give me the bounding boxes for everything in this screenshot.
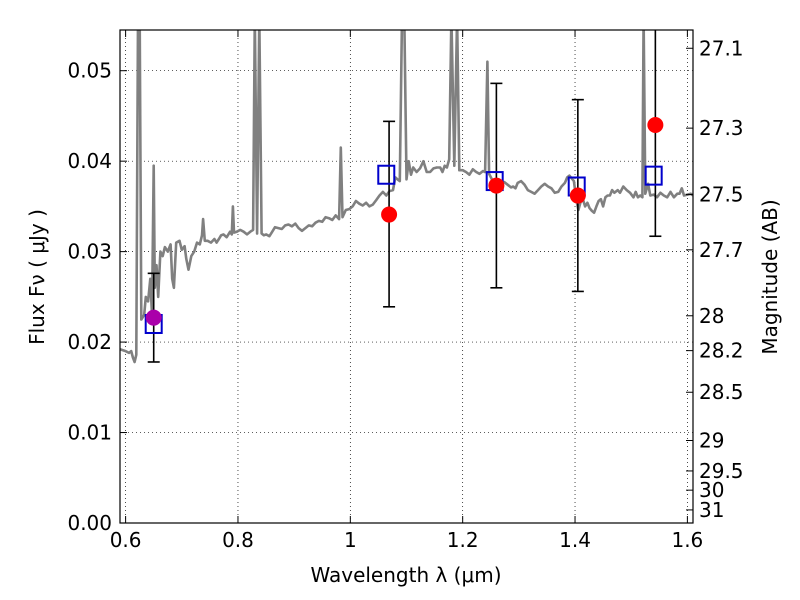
x-tick-label: 1.6 bbox=[671, 528, 703, 552]
y-tick-label: 0.04 bbox=[67, 149, 112, 173]
y-axis-label: Flux Fν ( μJy ) bbox=[25, 209, 49, 345]
x-axis-label: Wavelength λ (μm) bbox=[310, 563, 501, 587]
mag-tick-label: 27.5 bbox=[699, 183, 744, 207]
y-tick-label: 0.01 bbox=[67, 421, 112, 445]
mag-tick-label: 27.7 bbox=[699, 238, 744, 262]
mag-tick-label: 27.3 bbox=[699, 116, 744, 140]
y-tick-label: 0.05 bbox=[67, 59, 112, 83]
model-photometry-square bbox=[644, 165, 663, 186]
right-axis-label: Magnitude (AB) bbox=[758, 199, 782, 354]
observed-photometry-point bbox=[145, 309, 162, 326]
mag-tick-label: 28 bbox=[699, 304, 724, 328]
observed-photometry-point bbox=[569, 187, 586, 204]
x-tick-label: 1 bbox=[344, 528, 357, 552]
y-tick-label: 0.02 bbox=[67, 330, 112, 354]
x-tick-label: 1.2 bbox=[447, 528, 479, 552]
mag-tick-label: 30 bbox=[699, 478, 724, 502]
x-tick-label: 0.8 bbox=[222, 528, 254, 552]
plot-frame bbox=[119, 29, 694, 524]
model-photometry-square bbox=[377, 164, 396, 185]
x-tick-label: 1.4 bbox=[559, 528, 591, 552]
model-spectrum-line bbox=[120, 30, 693, 364]
plot-data bbox=[120, 30, 693, 364]
axis-ticks: 0.6 0.8 1 1.2 1.4 1.6 0.00 0.01 0.02 0.03 0.04 0.05… bbox=[67, 30, 744, 552]
mag-tick-label: 27.1 bbox=[699, 36, 744, 60]
x-tick-label: 0.6 bbox=[110, 528, 142, 552]
mag-tick-label: 31 bbox=[699, 498, 724, 522]
mag-tick-label: 29.5 bbox=[699, 459, 744, 483]
y-tick-label: 0.03 bbox=[67, 240, 112, 264]
mag-tick-label: 29 bbox=[699, 429, 724, 453]
observed-photometry-point bbox=[488, 177, 505, 194]
observed-photometry-point bbox=[647, 116, 664, 133]
mag-tick-label: 28.2 bbox=[699, 339, 744, 363]
y-tick-label: 0.00 bbox=[67, 511, 112, 535]
observed-photometry-point bbox=[381, 206, 398, 223]
mag-tick-label: 28.5 bbox=[699, 380, 744, 404]
